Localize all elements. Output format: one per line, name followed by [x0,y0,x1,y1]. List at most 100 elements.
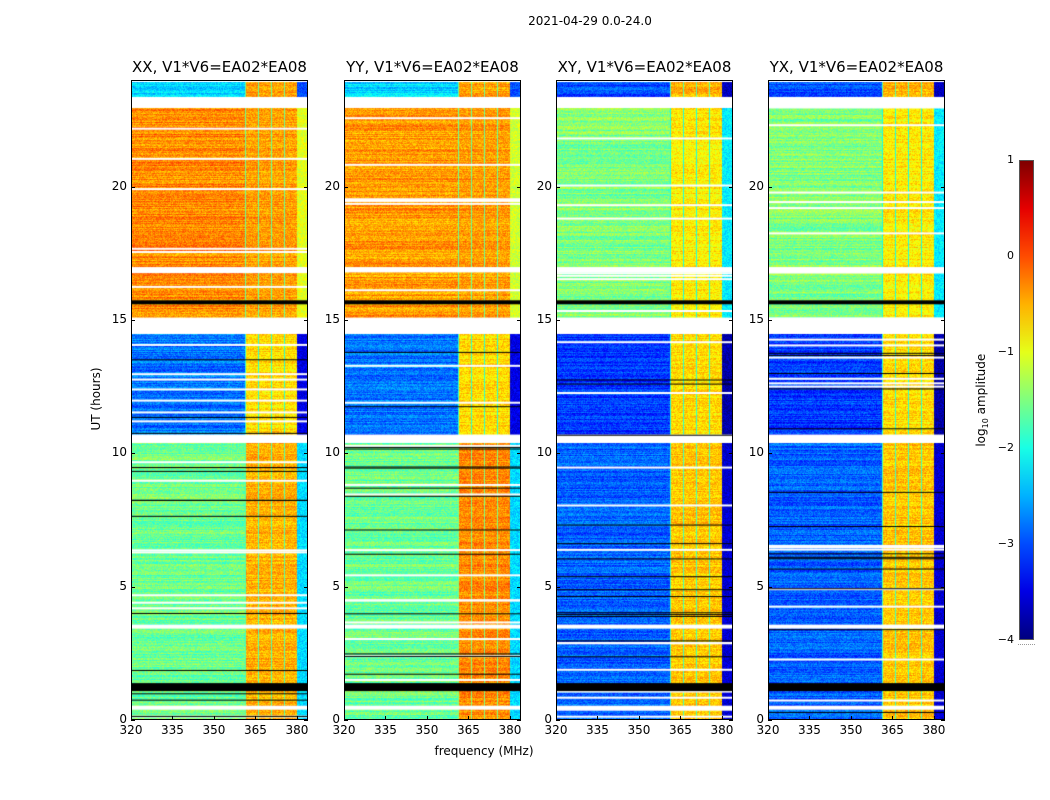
x-tick-label: 380 [710,723,734,737]
y-tick-mark [304,186,308,188]
y-tick-mark [304,320,308,321]
y-tick-mark [729,586,733,588]
y-tick-label: 10 [536,445,552,460]
y-tick-label: 20 [111,178,127,193]
colorbar-label: log10 amplitude [974,350,990,450]
y-tick-mark [131,320,135,321]
colorbar-label-sub: 10 [981,418,991,429]
y-tick-mark [517,453,521,455]
y-tick-mark [768,320,772,321]
y-tick-mark [941,720,945,721]
colorbar [1019,160,1034,640]
y-tick-mark [729,186,733,188]
y-tick-mark [517,320,521,321]
y-tick-mark [344,586,348,588]
y-tick-mark [131,586,135,588]
y-tick-label: 15 [536,312,552,326]
x-tick-mark [809,716,811,720]
x-tick-mark [892,716,894,720]
colorbar-tick-label: −2 [997,441,1014,454]
x-tick-label: 380 [285,723,309,737]
waterfall-panel [344,80,521,720]
y-tick-mark [729,453,733,455]
x-tick-label: 320 [756,723,780,737]
y-tick-label: 0 [756,712,764,726]
waterfall-panel [131,80,308,720]
x-tick-label: 320 [332,723,356,737]
y-tick-mark [556,586,560,588]
y-tick-mark [768,453,772,455]
colorbar-tick-label: −1 [997,345,1014,358]
waterfall-heatmap [557,81,732,719]
x-tick-mark [638,716,640,720]
x-tick-mark [680,716,682,720]
colorbar-label-log: log [973,428,988,447]
y-tick-mark [344,453,348,455]
x-tick-label: 365 [457,723,480,737]
x-tick-mark [296,716,298,720]
colorbar-extension-marker [1018,644,1035,645]
y-tick-label: 10 [111,445,127,460]
x-tick-label: 380 [922,723,946,737]
y-tick-label: 0 [544,712,552,726]
y-tick-mark [556,453,560,455]
panel-title: YX, V1*V6=EA02*EA08 [769,58,944,76]
panel-title: XX, V1*V6=EA02*EA08 [132,58,307,76]
y-tick-mark [131,720,135,721]
waterfall-panel [768,80,945,720]
colorbar-tick-label: 0 [1007,249,1014,262]
x-tick-label: 335 [798,723,821,737]
y-tick-label: 15 [111,312,127,326]
waterfall-panel [556,80,733,720]
colorbar-tick-label: −3 [997,537,1014,550]
y-tick-mark [729,320,733,321]
panel-title: XY, V1*V6=EA02*EA08 [557,58,732,76]
x-tick-mark [172,716,174,720]
x-tick-mark [597,716,599,720]
x-tick-mark [385,716,387,720]
y-tick-mark [304,586,308,588]
x-tick-label: 365 [669,723,692,737]
y-tick-mark [768,186,772,188]
x-tick-mark [933,716,935,720]
y-tick-mark [517,186,521,188]
y-tick-label: 15 [748,312,764,326]
x-tick-label: 320 [544,723,568,737]
y-tick-mark [941,320,945,321]
y-tick-mark [729,720,733,721]
y-tick-label: 0 [119,712,127,726]
y-tick-label: 15 [324,312,340,326]
x-tick-label: 350 [415,723,439,737]
x-tick-label: 350 [839,723,863,737]
y-tick-mark [131,453,135,455]
y-tick-label: 20 [536,178,552,193]
y-tick-label: 5 [544,578,552,593]
x-tick-mark [850,716,852,720]
x-tick-mark [426,716,428,720]
y-tick-mark [556,720,560,721]
x-tick-label: 365 [244,723,267,737]
y-tick-mark [768,586,772,588]
x-tick-label: 365 [881,723,904,737]
y-tick-mark [131,186,135,188]
y-tick-mark [344,320,348,321]
y-tick-label: 5 [332,578,340,593]
waterfall-heatmap [769,81,944,719]
x-tick-mark [255,716,257,720]
y-tick-mark [517,720,521,721]
x-tick-label: 335 [374,723,397,737]
y-tick-mark [304,453,308,455]
x-tick-label: 350 [202,723,226,737]
y-tick-mark [941,186,945,188]
x-tick-mark [468,716,470,720]
y-tick-mark [344,186,348,188]
y-tick-mark [556,320,560,321]
colorbar-label-suffix: amplitude [973,353,988,419]
y-tick-mark [304,720,308,721]
figure-suptitle: 2021-04-29 0.0-24.0 [528,14,652,28]
x-tick-mark [131,716,132,720]
x-tick-mark [344,716,345,720]
x-tick-mark [509,716,511,720]
x-tick-mark [556,716,557,720]
y-tick-mark [941,586,945,588]
